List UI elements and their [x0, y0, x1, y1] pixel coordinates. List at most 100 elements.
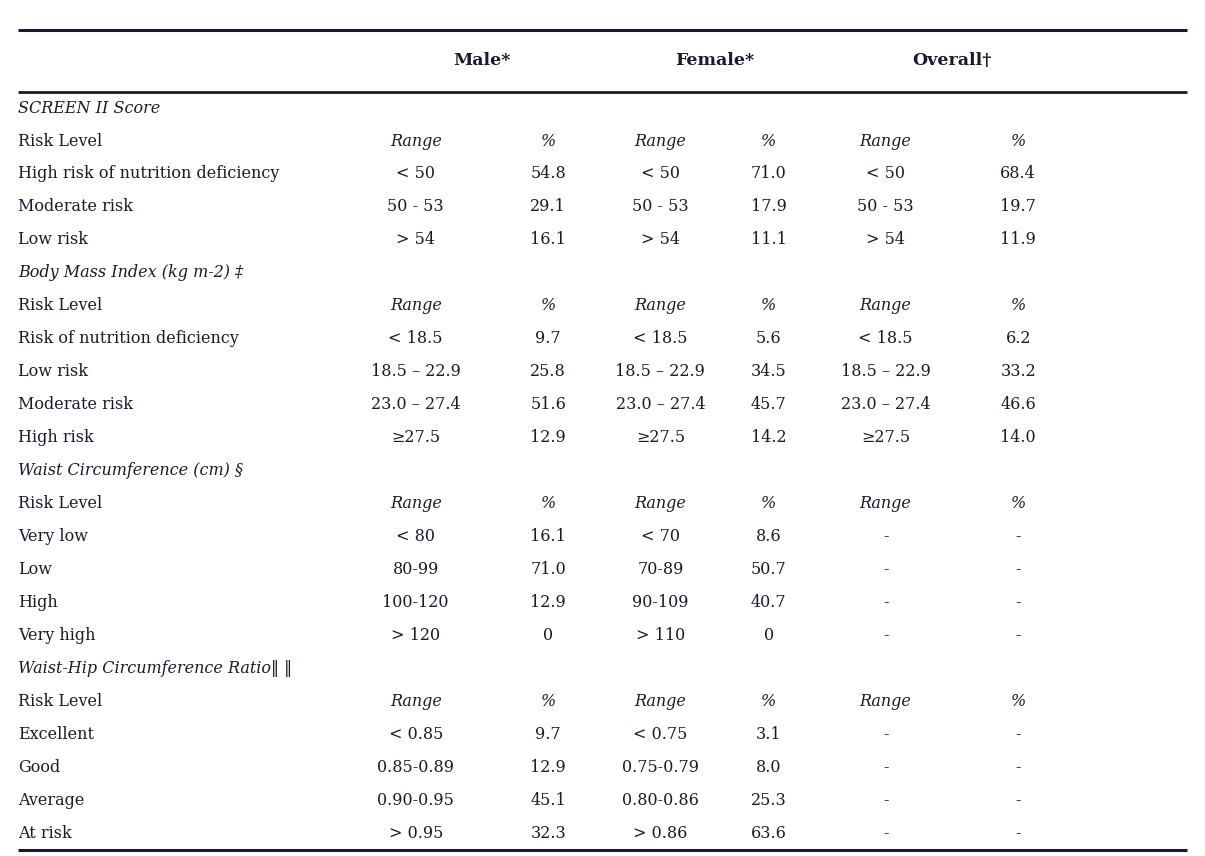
- Text: 71.0: 71.0: [530, 561, 566, 578]
- Text: 50 - 53: 50 - 53: [388, 199, 443, 216]
- Text: %: %: [762, 495, 776, 512]
- Text: < 80: < 80: [396, 528, 435, 545]
- Text: Very low: Very low: [18, 528, 88, 545]
- Text: Range: Range: [859, 297, 912, 314]
- Text: 11.9: 11.9: [1000, 231, 1036, 248]
- Text: 12.9: 12.9: [530, 758, 566, 776]
- Text: -: -: [883, 561, 888, 578]
- Text: Waist Circumference (cm) §: Waist Circumference (cm) §: [18, 462, 243, 479]
- Text: -: -: [883, 627, 888, 644]
- Text: 12.9: 12.9: [530, 429, 566, 446]
- Text: -: -: [1016, 758, 1021, 776]
- Text: -: -: [1016, 726, 1021, 743]
- Text: Very high: Very high: [18, 627, 95, 644]
- Text: ≥27.5: ≥27.5: [636, 429, 684, 446]
- Text: 0: 0: [764, 627, 774, 644]
- Text: 9.7: 9.7: [535, 330, 562, 348]
- Text: -: -: [1016, 627, 1021, 644]
- Text: 18.5 – 22.9: 18.5 – 22.9: [616, 363, 705, 380]
- Text: < 18.5: < 18.5: [858, 330, 913, 348]
- Text: 50.7: 50.7: [751, 561, 787, 578]
- Text: 71.0: 71.0: [751, 165, 787, 182]
- Text: > 54: > 54: [866, 231, 905, 248]
- Text: %: %: [1011, 297, 1025, 314]
- Text: Low risk: Low risk: [18, 231, 88, 248]
- Text: < 50: < 50: [396, 165, 435, 182]
- Text: -: -: [1016, 824, 1021, 841]
- Text: -: -: [1016, 792, 1021, 809]
- Text: 33.2: 33.2: [1000, 363, 1036, 380]
- Text: Range: Range: [389, 297, 442, 314]
- Text: %: %: [541, 495, 556, 512]
- Text: 54.8: 54.8: [530, 165, 566, 182]
- Text: 12.9: 12.9: [530, 594, 566, 611]
- Text: 70-89: 70-89: [637, 561, 683, 578]
- Text: -: -: [1016, 594, 1021, 611]
- Text: 100-120: 100-120: [382, 594, 449, 611]
- Text: Range: Range: [859, 133, 912, 150]
- Text: < 50: < 50: [866, 165, 905, 182]
- Text: High risk of nutrition deficiency: High risk of nutrition deficiency: [18, 165, 280, 182]
- Text: 25.8: 25.8: [530, 363, 566, 380]
- Text: < 18.5: < 18.5: [388, 330, 443, 348]
- Text: Risk Level: Risk Level: [18, 693, 102, 710]
- Text: Moderate risk: Moderate risk: [18, 396, 133, 413]
- Text: Overall†: Overall†: [912, 52, 992, 69]
- Text: %: %: [1011, 133, 1025, 150]
- Text: 11.1: 11.1: [751, 231, 787, 248]
- Text: 18.5 – 22.9: 18.5 – 22.9: [371, 363, 460, 380]
- Text: 23.0 – 27.4: 23.0 – 27.4: [841, 396, 930, 413]
- Text: ≥27.5: ≥27.5: [392, 429, 440, 446]
- Text: Range: Range: [389, 495, 442, 512]
- Text: -: -: [883, 824, 888, 841]
- Text: 0.75-0.79: 0.75-0.79: [622, 758, 699, 776]
- Text: Moderate risk: Moderate risk: [18, 199, 133, 216]
- Text: Range: Range: [634, 495, 687, 512]
- Text: Range: Range: [389, 693, 442, 710]
- Text: ≥27.5: ≥27.5: [862, 429, 910, 446]
- Text: > 0.86: > 0.86: [633, 824, 688, 841]
- Text: %: %: [762, 297, 776, 314]
- Text: 14.2: 14.2: [751, 429, 787, 446]
- Text: 18.5 – 22.9: 18.5 – 22.9: [841, 363, 930, 380]
- Text: 32.3: 32.3: [530, 824, 566, 841]
- Text: 8.0: 8.0: [756, 758, 782, 776]
- Text: %: %: [1011, 495, 1025, 512]
- Text: 3.1: 3.1: [756, 726, 782, 743]
- Text: Risk Level: Risk Level: [18, 133, 102, 150]
- Text: < 50: < 50: [641, 165, 680, 182]
- Text: 45.7: 45.7: [751, 396, 787, 413]
- Text: 8.6: 8.6: [756, 528, 782, 545]
- Text: -: -: [883, 726, 888, 743]
- Text: 25.3: 25.3: [751, 792, 787, 809]
- Text: -: -: [883, 594, 888, 611]
- Text: At risk: At risk: [18, 824, 72, 841]
- Text: 68.4: 68.4: [1000, 165, 1036, 182]
- Text: High: High: [18, 594, 58, 611]
- Text: 17.9: 17.9: [751, 199, 787, 216]
- Text: Range: Range: [859, 495, 912, 512]
- Text: Waist-Hip Circumference Ratio‖ ‖: Waist-Hip Circumference Ratio‖ ‖: [18, 660, 292, 677]
- Text: Good: Good: [18, 758, 60, 776]
- Text: -: -: [883, 758, 888, 776]
- Text: < 18.5: < 18.5: [633, 330, 688, 348]
- Text: Range: Range: [389, 133, 442, 150]
- Text: 23.0 – 27.4: 23.0 – 27.4: [371, 396, 460, 413]
- Text: 0.90-0.95: 0.90-0.95: [377, 792, 454, 809]
- Text: %: %: [762, 693, 776, 710]
- Text: -: -: [883, 792, 888, 809]
- Text: 9.7: 9.7: [535, 726, 562, 743]
- Text: Low: Low: [18, 561, 52, 578]
- Text: 0: 0: [543, 627, 553, 644]
- Text: < 0.85: < 0.85: [388, 726, 443, 743]
- Text: %: %: [762, 133, 776, 150]
- Text: > 54: > 54: [396, 231, 435, 248]
- Text: < 70: < 70: [641, 528, 680, 545]
- Text: < 0.75: < 0.75: [633, 726, 688, 743]
- Text: > 54: > 54: [641, 231, 680, 248]
- Text: 90-109: 90-109: [633, 594, 688, 611]
- Text: > 110: > 110: [636, 627, 684, 644]
- Text: Range: Range: [859, 693, 912, 710]
- Text: 19.7: 19.7: [1000, 199, 1036, 216]
- Text: Risk of nutrition deficiency: Risk of nutrition deficiency: [18, 330, 239, 348]
